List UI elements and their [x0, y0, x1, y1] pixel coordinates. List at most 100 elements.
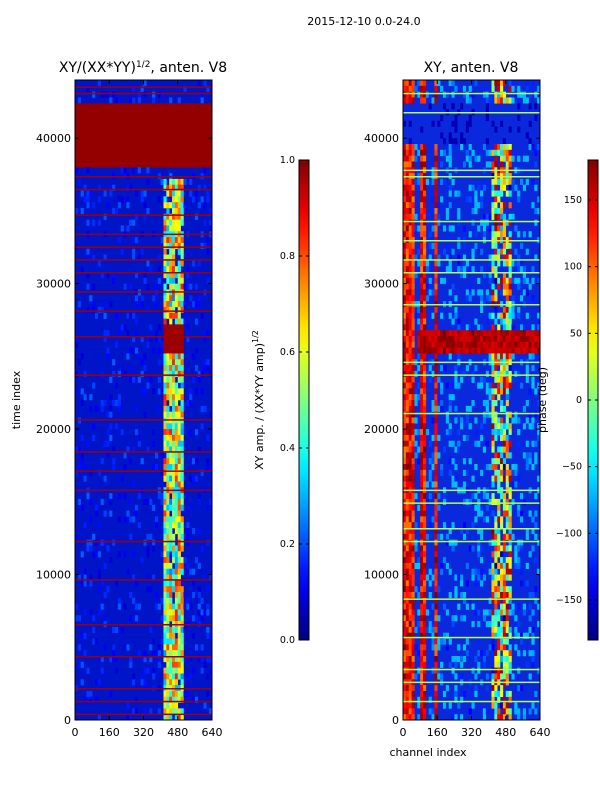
heatmap-cell — [180, 469, 184, 476]
heatmap-cell — [431, 225, 435, 232]
heatmap-cell — [405, 574, 409, 581]
heatmap-cell — [422, 423, 427, 430]
heatmap-cell — [160, 114, 164, 122]
heatmap-cell — [502, 382, 507, 389]
heatmap-cell — [494, 673, 498, 680]
heatmap-cell — [203, 336, 207, 343]
heatmap-cell — [420, 522, 424, 529]
heatmap-cell — [126, 446, 130, 453]
heatmap-cell — [174, 411, 179, 418]
heatmap-cell — [174, 149, 179, 156]
heatmap-cell — [434, 272, 438, 279]
heatmap-cell — [520, 178, 524, 186]
heatmap-cell — [89, 469, 93, 476]
heatmap-cell — [405, 656, 409, 663]
x-tick-label: 480 — [495, 726, 516, 739]
heatmap-cell — [420, 615, 424, 622]
heatmap-cell — [494, 690, 498, 698]
heatmap-cell — [169, 475, 173, 482]
heatmap-cell — [422, 353, 427, 360]
heatmap-cell — [163, 400, 167, 407]
heatmap-cell — [534, 336, 538, 343]
heatmap-cell — [157, 661, 161, 668]
heatmap-cell — [183, 155, 187, 162]
heatmap-cell — [403, 423, 407, 430]
heatmap-cell — [460, 423, 464, 430]
heatmap-cell — [112, 464, 116, 471]
heatmap-cell — [500, 97, 504, 104]
heatmap-streak — [75, 419, 212, 421]
heatmap-cell — [89, 696, 93, 703]
heatmap-cell — [166, 184, 170, 191]
heatmap-cell — [411, 580, 415, 587]
heatmap-cell — [405, 586, 409, 593]
heatmap-cell — [197, 301, 201, 308]
heatmap-streak — [75, 688, 212, 690]
heatmap-cell — [92, 382, 96, 389]
heatmap-cell — [411, 475, 415, 482]
heatmap-cell — [525, 347, 529, 354]
heatmap-cell — [514, 481, 518, 488]
heatmap-cell — [511, 80, 515, 87]
heatmap-cell — [417, 225, 421, 232]
heatmap-cell — [120, 114, 124, 122]
heatmap-cell — [474, 685, 478, 692]
heatmap-cell — [403, 266, 407, 273]
heatmap-cell — [502, 545, 507, 552]
heatmap-cell — [172, 283, 176, 290]
heatmap-cell — [100, 603, 104, 610]
heatmap-cell — [192, 376, 196, 383]
heatmap-cell — [497, 376, 501, 383]
heatmap-cell — [534, 103, 538, 110]
heatmap-cell — [465, 155, 469, 162]
heatmap-cell — [172, 603, 176, 610]
heatmap-streak — [403, 502, 540, 504]
heatmap-cell — [177, 336, 181, 343]
heatmap-cell — [517, 632, 521, 639]
heatmap-cell — [420, 557, 424, 564]
heatmap-cell — [180, 446, 184, 453]
heatmap-cell — [414, 144, 418, 151]
heatmap-cell — [448, 80, 452, 87]
heatmap-cell — [454, 539, 458, 546]
heatmap-cell — [169, 533, 173, 540]
heatmap-cell — [502, 149, 507, 156]
heatmap-cell — [163, 586, 167, 593]
heatmap-cell — [468, 324, 472, 331]
heatmap-cell — [482, 330, 487, 337]
heatmap-cell — [494, 533, 498, 540]
heatmap-cell — [77, 615, 81, 622]
heatmap-cell — [117, 597, 121, 604]
y-tick-label: 0 — [64, 714, 71, 727]
heatmap-cell — [491, 248, 495, 255]
heatmap-cell — [172, 190, 176, 197]
heatmap-cell — [180, 178, 184, 186]
heatmap-cell — [117, 400, 121, 407]
heatmap-cell — [420, 144, 424, 151]
heatmap-cell — [169, 586, 173, 593]
heatmap-cell — [174, 429, 179, 436]
heatmap-cell — [405, 295, 409, 302]
heatmap-cell — [505, 376, 509, 383]
heatmap-cell — [134, 155, 139, 162]
heatmap-cell — [508, 283, 512, 290]
heatmap-cell — [94, 696, 99, 703]
heatmap-cell — [442, 330, 447, 337]
heatmap-cell — [508, 696, 512, 703]
heatmap-cell — [206, 149, 210, 156]
heatmap-cell — [491, 120, 495, 127]
heatmap-cell — [123, 551, 127, 558]
heatmap-cell — [137, 114, 141, 122]
heatmap-cell — [525, 336, 529, 343]
heatmap-cell — [186, 562, 190, 570]
heatmap-cell — [92, 254, 96, 261]
heatmap-cell — [126, 149, 130, 156]
heatmap-cell — [411, 498, 415, 506]
heatmap-cell — [417, 429, 421, 436]
heatmap-cell — [517, 667, 521, 674]
heatmap-cell — [531, 545, 535, 552]
heatmap-cell — [522, 452, 527, 459]
heatmap-cell — [411, 586, 415, 593]
heatmap-cell — [129, 103, 133, 110]
heatmap-cell — [494, 365, 498, 372]
